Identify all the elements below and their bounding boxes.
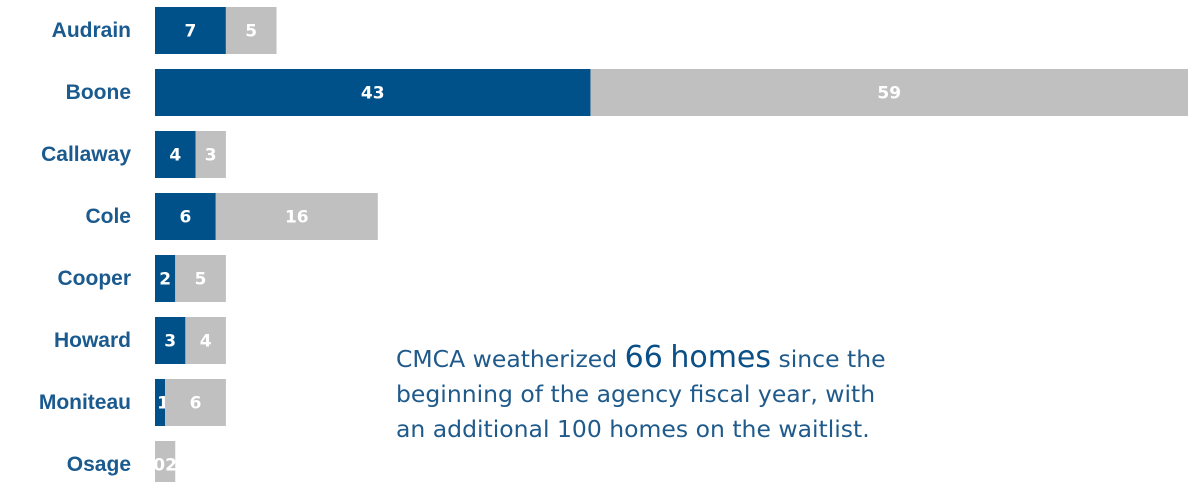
annotation-highlight-number: 66 xyxy=(624,340,663,375)
bar-segment xyxy=(155,379,166,426)
annotation-highlight-word: homes xyxy=(670,340,772,375)
bar-value-label: 6 xyxy=(179,208,191,228)
bar-segment xyxy=(155,255,176,302)
bar-value-label: 4 xyxy=(169,146,181,166)
category-label: Audrain xyxy=(52,19,131,42)
bar-segment xyxy=(155,441,176,482)
bar-value-label: 4 xyxy=(200,332,212,352)
category-label: Howard xyxy=(54,329,131,352)
bar-value-label: 3 xyxy=(164,332,176,352)
bar-value-label: 1 xyxy=(157,394,169,414)
annotation-line2: beginning of the agency fiscal year, wit… xyxy=(396,380,876,408)
bar-segment xyxy=(225,7,277,54)
category-label: Boone xyxy=(66,81,131,104)
bar-segment xyxy=(155,131,196,178)
bar-value-label: 6 xyxy=(190,394,202,414)
bar-value-label: 59 xyxy=(877,84,901,104)
annotation-line1-rest: since the xyxy=(771,345,886,373)
category-label: Osage xyxy=(67,453,131,476)
bar-value-label: 2 xyxy=(159,270,171,290)
bar-segment xyxy=(185,317,226,364)
bar-segment xyxy=(165,379,226,426)
category-label: Cooper xyxy=(58,267,132,290)
category-label: Moniteau xyxy=(39,391,131,414)
bar-value-label: 5 xyxy=(245,22,257,42)
bar-segment xyxy=(155,7,226,54)
bar-segment xyxy=(155,69,591,116)
bar-value-label: 5 xyxy=(195,270,207,290)
bar-segment xyxy=(155,193,216,240)
bar-segment xyxy=(590,69,1188,116)
bar-value-label: 16 xyxy=(285,208,309,228)
bar-segment xyxy=(215,193,378,240)
bar-value-label: 3 xyxy=(205,146,217,166)
bar-value-label: 7 xyxy=(185,22,197,42)
category-label: Cole xyxy=(85,205,131,228)
bar-segment xyxy=(155,317,186,364)
bar-segment xyxy=(195,131,226,178)
annotation-line3: an additional 100 homes on the waitlist. xyxy=(396,415,870,443)
category-label: Callaway xyxy=(41,143,131,166)
bar-segment xyxy=(175,255,226,302)
annotation-text: CMCA weatherized 66 homes since the begi… xyxy=(396,340,1036,447)
bar-value-label: 02 xyxy=(153,456,177,476)
annotation-text-start: CMCA weatherized xyxy=(396,345,625,373)
bar-value-label: 43 xyxy=(361,84,385,104)
